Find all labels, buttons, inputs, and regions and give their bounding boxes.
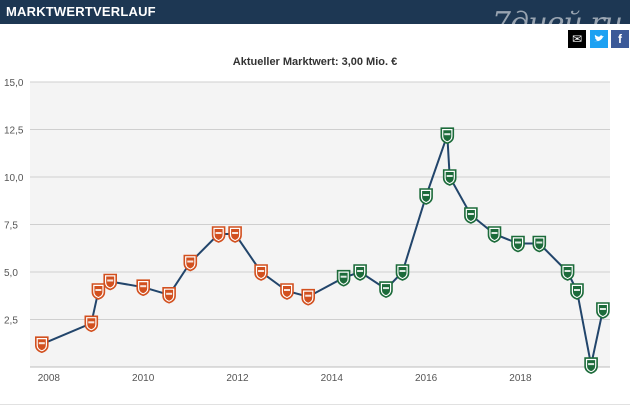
x-tick-label: 2016 (415, 373, 438, 384)
data-point-marker[interactable] (532, 235, 547, 253)
data-point-marker[interactable] (511, 235, 525, 253)
x-tick-label: 2014 (321, 373, 344, 384)
data-point-marker[interactable] (254, 264, 268, 281)
data-point-marker[interactable] (34, 336, 49, 354)
data-point-marker[interactable] (84, 315, 99, 333)
data-point-marker[interactable] (395, 264, 410, 281)
data-point-marker[interactable] (440, 127, 455, 145)
twitter-icon (594, 34, 604, 42)
y-tick-label: 12,5 (4, 126, 24, 137)
header-bar: MARKTWERTVERLAUF 7дней.ru (0, 0, 630, 41)
data-point-marker[interactable] (570, 283, 584, 300)
data-point-marker[interactable] (91, 283, 106, 300)
y-tick-label: 7,5 (4, 221, 18, 232)
y-tick-label: 2,5 (4, 316, 18, 327)
x-tick-label: 2012 (226, 373, 249, 384)
data-point-marker[interactable] (560, 264, 575, 281)
mail-icon: ✉ (571, 32, 583, 46)
data-point-marker[interactable] (464, 207, 478, 224)
y-tick-label: 10,0 (4, 173, 24, 184)
data-point-marker[interactable] (353, 264, 367, 281)
y-tick-label: 5,0 (4, 268, 18, 279)
data-point-marker[interactable] (487, 226, 502, 243)
data-point-marker[interactable] (103, 273, 117, 291)
data-point-marker[interactable] (442, 169, 457, 186)
chart-title: Aktueller Marktwert: 3,00 Mio. € (232, 56, 398, 68)
data-point-marker[interactable] (228, 226, 242, 243)
mail-share-button[interactable]: ✉ (568, 30, 586, 48)
data-point-marker[interactable] (162, 286, 176, 304)
data-point-marker[interactable] (211, 226, 226, 243)
facebook-share-button[interactable]: f (611, 30, 629, 48)
x-tick-label: 2018 (509, 373, 532, 384)
data-point-marker[interactable] (183, 254, 198, 272)
y-tick-label: 15,0 (4, 78, 24, 89)
data-point-marker[interactable] (136, 279, 150, 297)
data-point-marker[interactable] (584, 357, 598, 374)
data-point-marker[interactable] (301, 288, 316, 306)
data-point-marker[interactable] (419, 188, 433, 205)
x-tick-label: 2008 (38, 373, 61, 384)
twitter-share-button[interactable] (590, 30, 608, 48)
data-point-marker[interactable] (379, 281, 393, 298)
data-point-marker[interactable] (280, 283, 294, 300)
footer-divider (0, 404, 630, 405)
x-tick-label: 2010 (132, 373, 155, 384)
facebook-icon: f (618, 32, 622, 46)
section-title: MARKTWERTVERLAUF (6, 4, 156, 19)
data-point-marker[interactable] (336, 269, 351, 287)
data-point-marker[interactable] (596, 302, 610, 319)
